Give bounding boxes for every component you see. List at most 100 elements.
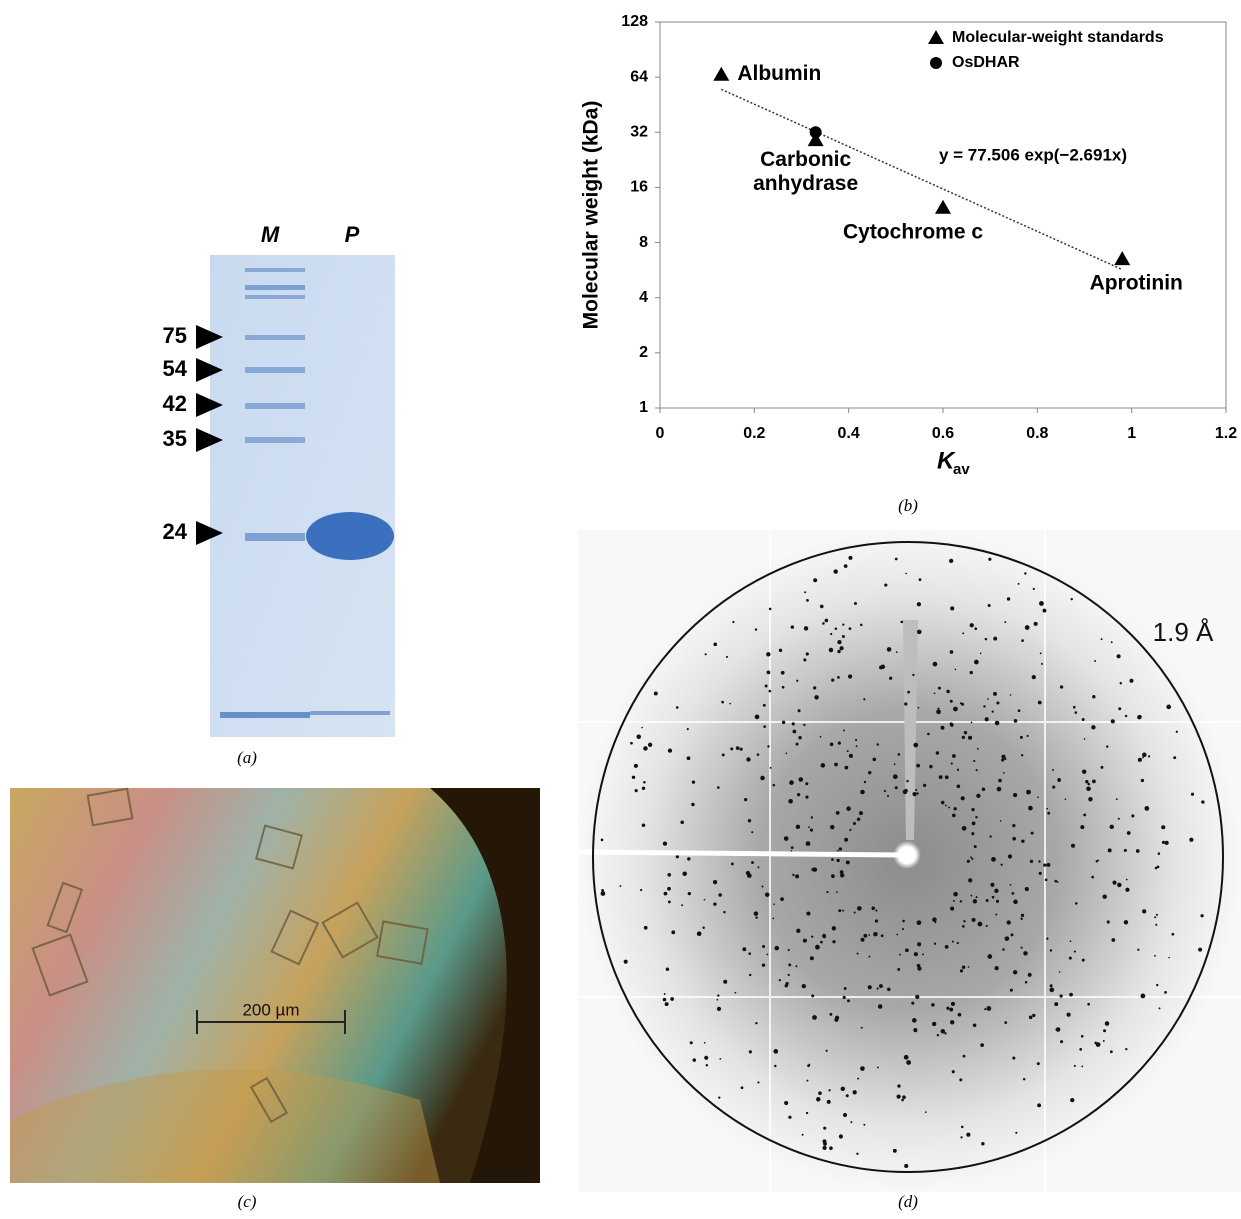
spot xyxy=(1087,1003,1090,1006)
spot xyxy=(887,988,890,991)
spot xyxy=(993,637,997,641)
x-tick-label: 0 xyxy=(656,425,665,442)
lane-label: M xyxy=(261,222,280,247)
spot xyxy=(963,920,965,922)
spot xyxy=(784,836,789,841)
spot xyxy=(676,706,679,709)
spot xyxy=(827,1100,831,1104)
spot xyxy=(773,903,775,905)
spot xyxy=(1154,916,1156,918)
spot xyxy=(843,729,845,731)
spot xyxy=(692,780,695,783)
spot xyxy=(697,931,702,936)
spot xyxy=(705,653,707,655)
spot xyxy=(847,750,849,752)
spot xyxy=(843,996,846,999)
point-label: Albumin xyxy=(737,62,821,85)
spot xyxy=(1026,790,1031,795)
point xyxy=(713,67,729,81)
spot xyxy=(911,1002,914,1005)
spot xyxy=(945,775,949,779)
spot xyxy=(905,573,907,575)
spot xyxy=(1071,844,1075,848)
spot xyxy=(1040,652,1042,654)
spot xyxy=(1018,583,1020,585)
spot xyxy=(704,1056,708,1060)
spot xyxy=(837,640,841,644)
y-tick-label: 64 xyxy=(630,68,648,85)
spot xyxy=(799,777,804,782)
spot xyxy=(918,707,920,709)
spot xyxy=(1074,951,1076,953)
spot xyxy=(735,992,737,994)
spot xyxy=(964,731,967,734)
spot xyxy=(863,934,867,938)
spot xyxy=(1198,948,1202,952)
spot xyxy=(667,873,671,877)
spot xyxy=(780,897,784,901)
spot xyxy=(889,677,892,680)
spot xyxy=(831,874,835,878)
spot xyxy=(1039,872,1042,875)
spot xyxy=(937,1034,939,1036)
spot xyxy=(1055,1029,1057,1031)
spot xyxy=(644,926,648,930)
spot xyxy=(1012,1056,1015,1059)
spot xyxy=(887,795,889,797)
spot xyxy=(704,1042,706,1044)
spot xyxy=(971,722,973,724)
spot xyxy=(1034,622,1038,626)
spot xyxy=(1023,1078,1025,1080)
spot xyxy=(1021,947,1023,949)
spot xyxy=(861,1027,863,1029)
spot xyxy=(1156,984,1158,986)
spot xyxy=(881,934,884,937)
spot xyxy=(970,623,974,627)
spot xyxy=(916,764,920,768)
spot xyxy=(937,708,939,710)
spot xyxy=(941,726,945,730)
spot xyxy=(688,892,691,895)
spot xyxy=(1043,864,1046,867)
spot xyxy=(1101,638,1103,640)
spot xyxy=(975,816,977,818)
spot xyxy=(898,753,901,756)
spot xyxy=(1031,832,1034,835)
spot xyxy=(1131,814,1134,817)
spot xyxy=(973,899,977,903)
spot xyxy=(897,1084,900,1087)
panel-b: (b) 124816326412800.20.40.60.811.2Molecu… xyxy=(580,13,1238,515)
spot xyxy=(1200,914,1203,917)
spot xyxy=(822,1146,826,1150)
spot xyxy=(988,604,991,607)
spot xyxy=(842,635,845,638)
spot xyxy=(850,1121,852,1123)
spot xyxy=(693,1058,696,1061)
spot xyxy=(863,698,865,700)
spot xyxy=(960,900,962,902)
spot xyxy=(995,914,997,916)
spot xyxy=(1059,971,1061,973)
spot xyxy=(1054,880,1057,883)
spot xyxy=(763,725,766,728)
spot xyxy=(950,907,954,911)
spot xyxy=(856,745,858,747)
spot xyxy=(814,695,819,700)
spot xyxy=(958,1013,962,1017)
spot xyxy=(1067,1013,1071,1017)
spot xyxy=(1069,993,1073,997)
spot xyxy=(1038,860,1040,862)
spot xyxy=(831,679,834,682)
spot xyxy=(793,730,797,734)
spot xyxy=(803,939,807,943)
spot xyxy=(648,743,652,747)
spot xyxy=(830,1013,833,1016)
spot xyxy=(944,1032,946,1034)
spot xyxy=(643,746,648,751)
spot xyxy=(971,808,974,811)
spot xyxy=(815,945,820,950)
spot xyxy=(953,900,955,902)
spot xyxy=(687,728,689,730)
spot xyxy=(833,569,837,573)
spot xyxy=(830,742,834,746)
